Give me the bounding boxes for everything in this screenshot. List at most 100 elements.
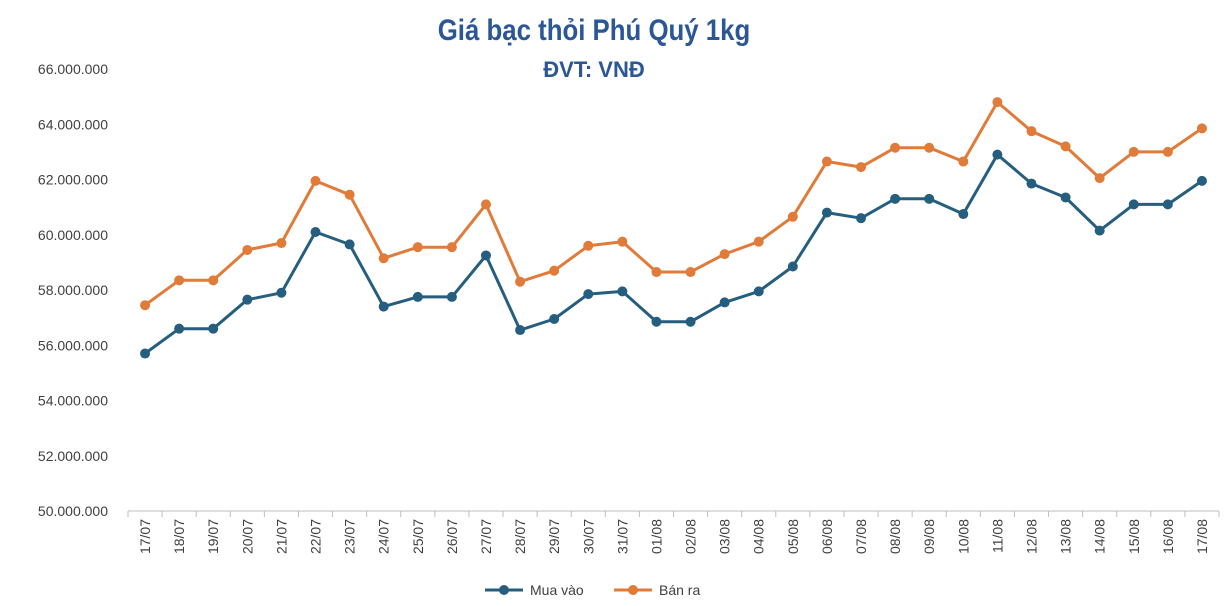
- data-point: [856, 162, 867, 173]
- data-point: [685, 267, 696, 278]
- legend-label: Mua vào: [530, 582, 584, 598]
- data-point: [276, 238, 287, 249]
- x-tick-label: 28/07: [512, 519, 528, 554]
- x-tick-label: 22/07: [308, 519, 324, 554]
- y-tick-label: 56.000.000: [38, 337, 108, 353]
- data-point: [890, 142, 901, 153]
- chart-title: Giá bạc thỏi Phú Quý 1kg: [437, 14, 751, 47]
- data-point: [1026, 126, 1037, 137]
- x-tick-label: 27/07: [478, 519, 494, 554]
- data-point: [480, 199, 491, 210]
- data-point: [446, 291, 457, 302]
- x-tick-label: 08/08: [887, 519, 903, 554]
- data-point: [344, 239, 355, 250]
- data-point: [992, 149, 1003, 160]
- data-point: [1060, 192, 1071, 203]
- x-tick-label: 05/08: [785, 519, 801, 554]
- data-point: [412, 242, 423, 253]
- x-tick-label: 20/07: [239, 519, 255, 554]
- x-tick-label: 15/08: [1126, 519, 1142, 554]
- series-2: [140, 97, 1207, 311]
- data-point: [1162, 146, 1173, 157]
- legend-label: Bán ra: [659, 582, 700, 598]
- data-point: [821, 156, 832, 167]
- x-tick-label: 01/08: [648, 519, 664, 554]
- x-axis: 17/07 18/07 19/07 20/07 21/07 22/07 23/07 24/07…: [127, 510, 1220, 554]
- y-tick-label: 50.000.000: [38, 503, 108, 519]
- data-point: [856, 213, 867, 224]
- x-tick-label: 21/07: [273, 519, 289, 554]
- data-point: [753, 236, 764, 247]
- y-tick-label: 62.000.000: [38, 172, 108, 188]
- y-tick-label: 54.000.000: [38, 393, 108, 409]
- data-point: [1094, 225, 1105, 236]
- data-point: [651, 316, 662, 327]
- data-point: [924, 193, 935, 204]
- data-point: [515, 325, 526, 336]
- y-tick-label: 52.000.000: [38, 448, 108, 464]
- data-point: [412, 291, 423, 302]
- data-point: [378, 301, 389, 312]
- data-point: [651, 267, 662, 278]
- data-point: [890, 193, 901, 204]
- x-tick-label: 09/08: [921, 519, 937, 554]
- data-point: [821, 207, 832, 218]
- x-tick-label: 06/08: [819, 519, 835, 554]
- data-point: [1060, 141, 1071, 152]
- data-point: [549, 265, 560, 276]
- data-point: [549, 314, 560, 325]
- data-point: [1094, 173, 1105, 184]
- data-point: [753, 286, 764, 297]
- data-point: [242, 294, 253, 305]
- data-point: [787, 211, 798, 222]
- data-point: [208, 275, 219, 286]
- data-point: [583, 289, 594, 300]
- data-point: [719, 249, 730, 260]
- x-tick-label: 18/07: [171, 519, 187, 554]
- y-tick-label: 66.000.000: [38, 61, 108, 77]
- data-point: [378, 253, 389, 264]
- data-point: [958, 209, 969, 220]
- y-axis: 50.000.000 52.000.000 54.000.000 56.000.000…: [38, 61, 108, 519]
- data-point: [719, 297, 730, 308]
- x-tick-label: 23/07: [342, 519, 358, 554]
- data-point: [1162, 199, 1173, 210]
- x-tick-label: 31/07: [614, 519, 630, 554]
- data-point: [617, 236, 628, 247]
- x-tick-label: 02/08: [683, 519, 699, 554]
- x-tick-label: 29/07: [546, 519, 562, 554]
- x-tick-label: 12/08: [1023, 519, 1039, 554]
- data-point: [174, 323, 185, 334]
- data-point: [992, 97, 1003, 108]
- x-tick-label: 17/07: [137, 519, 153, 554]
- data-point: [480, 250, 491, 261]
- x-tick-label: 26/07: [444, 519, 460, 554]
- legend-swatch-marker: [499, 585, 509, 595]
- y-tick-label: 64.000.000: [38, 116, 108, 132]
- y-tick-label: 60.000.000: [38, 227, 108, 243]
- x-tick-label: 25/07: [410, 519, 426, 554]
- data-point: [924, 142, 935, 153]
- x-tick-label: 04/08: [751, 519, 767, 554]
- x-tick-label: 07/08: [853, 519, 869, 554]
- legend-swatch-marker: [628, 585, 638, 595]
- data-point: [1196, 123, 1207, 134]
- series-layer: [140, 97, 1207, 359]
- data-point: [208, 323, 219, 334]
- x-tick-label: 16/08: [1160, 519, 1176, 554]
- data-point: [344, 189, 355, 200]
- data-point: [242, 244, 253, 255]
- data-point: [446, 242, 457, 253]
- series-line: [144, 100, 1203, 307]
- data-point: [515, 276, 526, 287]
- y-tick-label: 58.000.000: [38, 282, 108, 298]
- x-tick-label: 11/08: [989, 519, 1005, 553]
- legend-item: Mua vào: [485, 582, 584, 598]
- series-line: [144, 153, 1203, 355]
- x-tick-label: 03/08: [717, 519, 733, 554]
- series-1: [140, 149, 1207, 359]
- legend-item: Bán ra: [614, 582, 700, 598]
- x-tick-label: 10/08: [955, 519, 971, 554]
- x-tick-label: 19/07: [205, 519, 221, 554]
- legend: Mua vào Bán ra: [485, 582, 700, 598]
